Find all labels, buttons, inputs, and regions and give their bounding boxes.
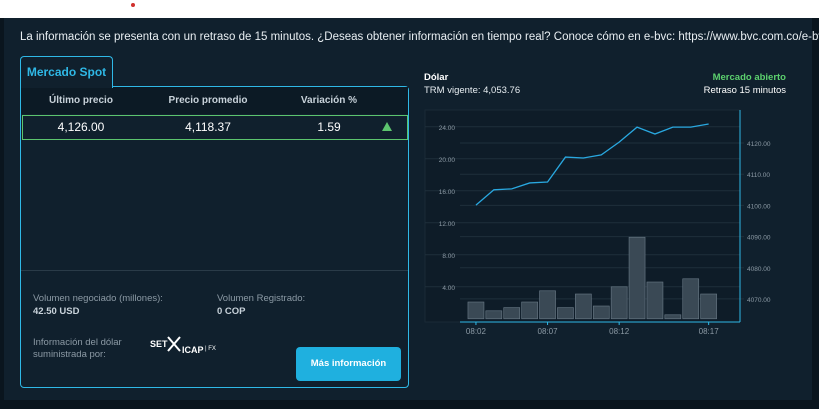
bar — [485, 310, 503, 320]
bar — [664, 314, 682, 320]
chart-title: Dólar — [424, 72, 449, 83]
th: Variación % — [300, 95, 358, 106]
x-tick-label: 08:07 — [538, 327, 559, 336]
bar — [592, 305, 610, 320]
y-tick-label: 12.00 — [439, 221, 456, 228]
y-tick-label: 4.00 — [442, 285, 455, 292]
y2-tick-label: 4120.00 — [747, 141, 771, 148]
bar — [539, 290, 556, 320]
logo: ICAP — [182, 345, 204, 355]
label: suministrada por: — [33, 349, 106, 360]
label: Información del dólar — [33, 337, 122, 348]
x-tick-label: 08:12 — [609, 327, 630, 336]
value: 0 COP — [217, 306, 246, 317]
bar — [503, 307, 521, 320]
up-arrow — [382, 122, 392, 131]
spot-panel — [20, 86, 409, 388]
bar — [646, 281, 664, 320]
bar — [521, 301, 538, 320]
label: Volumen negociado (millones): — [33, 293, 163, 304]
th: Precio promedio — [168, 95, 248, 106]
bar — [700, 293, 717, 320]
y2-tick-label: 4070.00 — [747, 297, 771, 304]
logo: SET — [150, 339, 168, 349]
label: Volumen Registrado: — [217, 293, 306, 304]
x-tick-label: 08:17 — [699, 327, 720, 336]
status: Mercado abierto — [712, 72, 786, 83]
logo: | FX — [205, 346, 216, 352]
bar — [682, 278, 700, 320]
y-tick-label: 20.00 — [439, 157, 456, 164]
y-tick-label: 16.00 — [439, 189, 456, 196]
value: 42.50 USD — [33, 306, 80, 317]
bar — [610, 286, 628, 320]
row — [22, 115, 408, 140]
cell: 4,126.00 — [57, 120, 105, 134]
dot — [131, 3, 135, 7]
more-button[interactable]: Más información — [296, 347, 401, 381]
y-tick-label: 24.00 — [439, 125, 456, 132]
y2-tick-label: 4090.00 — [747, 235, 771, 242]
y-tick-label: 8.00 — [442, 253, 455, 260]
logo-x — [167, 336, 181, 352]
bar — [557, 307, 574, 320]
trm: TRM vigente: 4,053.76 — [424, 85, 521, 96]
separator — [21, 270, 408, 271]
line — [475, 123, 709, 206]
y2-tick-label: 4110.00 — [747, 172, 770, 179]
y2-tick-label: 4080.00 — [747, 266, 771, 273]
cell: 4,118.37 — [185, 120, 231, 134]
table-header — [21, 87, 408, 114]
bar — [467, 301, 485, 320]
y2-tick-label: 4100.00 — [747, 203, 771, 210]
cell: 1.59 — [317, 120, 341, 134]
x-tick-label: 08:02 — [466, 327, 487, 336]
bar — [628, 236, 646, 320]
tab[interactable]: Mercado Spot — [20, 56, 113, 88]
bar — [575, 293, 592, 320]
notice: La información se presenta con un retras… — [20, 31, 819, 43]
delay: Retraso 15 minutos — [703, 85, 786, 96]
th: Último precio — [49, 95, 113, 106]
